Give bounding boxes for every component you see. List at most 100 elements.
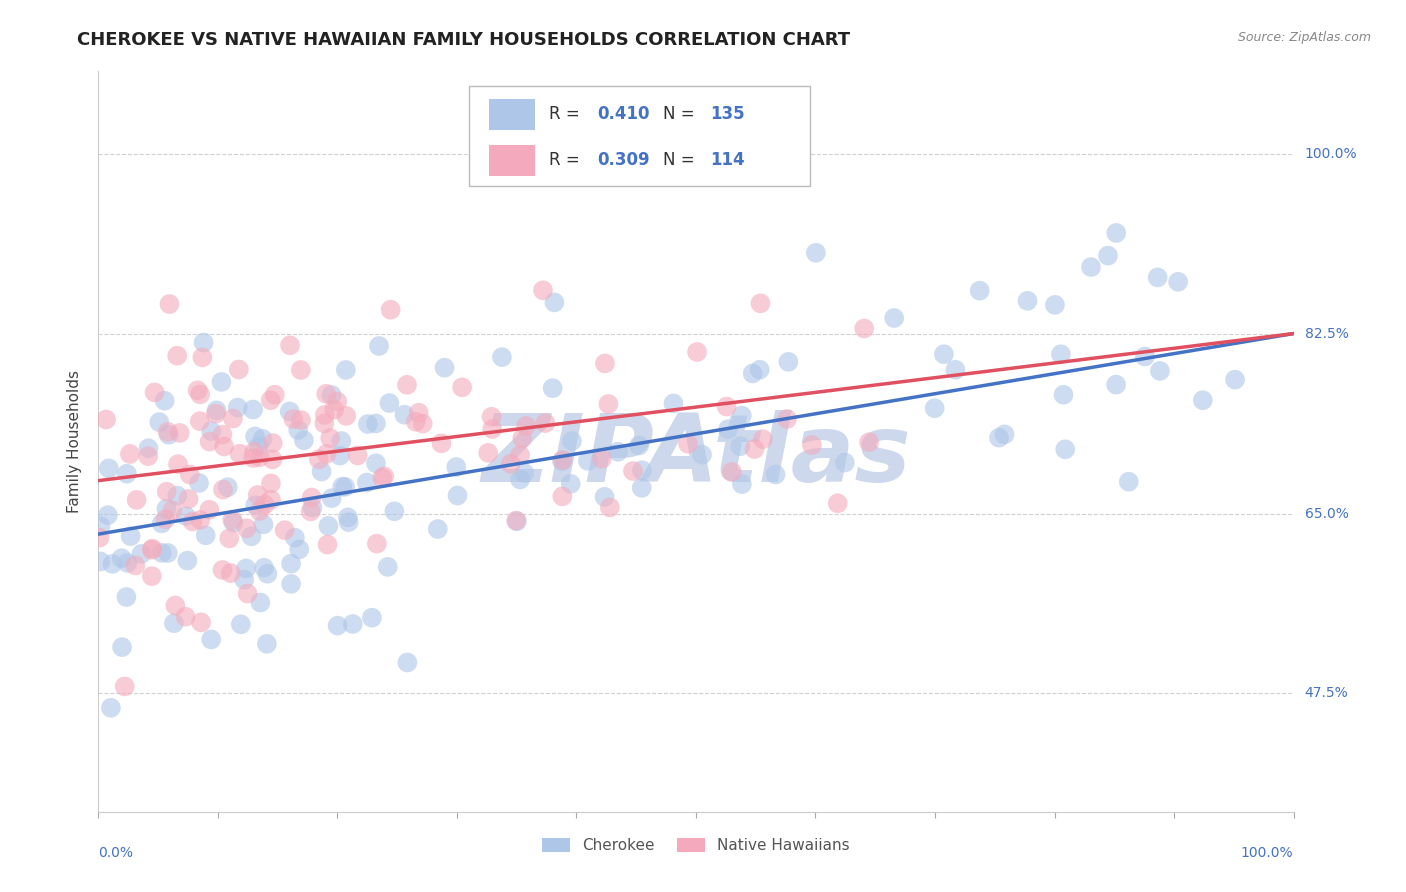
Point <box>177 491 200 506</box>
Point <box>395 377 418 392</box>
Text: 0.410: 0.410 <box>596 105 650 123</box>
Text: N =: N = <box>662 152 699 169</box>
Point <box>318 519 340 533</box>
Point <box>94 412 117 426</box>
Point <box>243 429 266 443</box>
Point <box>531 283 554 297</box>
Point <box>169 425 191 440</box>
Point <box>315 447 337 461</box>
Point <box>114 680 136 694</box>
Point <box>159 297 181 311</box>
Point <box>256 637 278 651</box>
Point <box>377 560 399 574</box>
Point <box>141 542 163 557</box>
Point <box>233 573 256 587</box>
Point <box>273 523 295 537</box>
Point <box>499 457 522 471</box>
Point <box>125 492 148 507</box>
Point <box>329 449 352 463</box>
Point <box>240 529 263 543</box>
Point <box>748 362 770 376</box>
Point <box>176 553 198 567</box>
Point <box>716 400 738 414</box>
Point <box>988 431 1011 445</box>
Point <box>321 491 343 505</box>
Point <box>288 542 311 557</box>
Legend: Cherokee, Native Hawaiians: Cherokee, Native Hawaiians <box>536 832 856 860</box>
Text: 0.0%: 0.0% <box>98 847 134 861</box>
Point <box>776 412 799 426</box>
Point <box>280 577 302 591</box>
Point <box>749 296 772 310</box>
Point <box>662 396 685 410</box>
Point <box>321 388 343 402</box>
Point <box>969 284 991 298</box>
Point <box>198 434 221 449</box>
Point <box>117 556 139 570</box>
Point <box>384 504 406 518</box>
Point <box>744 442 766 456</box>
Point <box>219 566 242 581</box>
Point <box>333 480 356 494</box>
Point <box>509 448 531 462</box>
Point <box>212 483 235 497</box>
Point <box>408 406 430 420</box>
Point <box>174 508 197 523</box>
Point <box>1043 298 1066 312</box>
Point <box>193 335 215 350</box>
Point <box>924 401 946 416</box>
Point <box>194 528 217 542</box>
Point <box>111 640 134 654</box>
Point <box>1050 347 1073 361</box>
Point <box>336 510 359 524</box>
Point <box>249 450 271 465</box>
Point <box>1223 373 1246 387</box>
Point <box>181 515 204 529</box>
Point <box>1191 393 1213 408</box>
FancyBboxPatch shape <box>489 99 534 130</box>
Point <box>342 617 364 632</box>
Point <box>717 422 740 436</box>
Text: 100.0%: 100.0% <box>1305 146 1357 161</box>
Point <box>174 609 197 624</box>
Point <box>190 615 212 630</box>
Point <box>315 386 337 401</box>
Point <box>228 447 250 461</box>
Point <box>593 356 616 370</box>
Point <box>150 546 173 560</box>
Point <box>97 508 120 523</box>
Point <box>212 439 235 453</box>
Point <box>188 513 211 527</box>
Point <box>491 350 513 364</box>
Text: 100.0%: 100.0% <box>1241 847 1294 861</box>
Point <box>278 338 301 352</box>
Point <box>209 375 232 389</box>
Point <box>405 415 427 429</box>
Point <box>155 512 177 526</box>
Point <box>731 477 754 491</box>
Point <box>932 347 955 361</box>
Point <box>188 414 211 428</box>
Point <box>853 321 876 335</box>
Point <box>1167 275 1189 289</box>
Point <box>326 618 349 632</box>
Point <box>551 489 574 503</box>
Point <box>576 454 599 468</box>
Point <box>481 422 503 436</box>
Point <box>187 384 209 398</box>
Point <box>541 381 564 395</box>
Point <box>721 465 744 479</box>
Point <box>115 590 138 604</box>
Point <box>118 447 141 461</box>
Point <box>834 456 856 470</box>
Text: 65.0%: 65.0% <box>1305 507 1348 521</box>
Point <box>858 435 880 450</box>
Point <box>156 484 179 499</box>
Point <box>110 551 132 566</box>
Point <box>246 488 269 502</box>
Point <box>301 491 323 505</box>
Point <box>364 417 387 431</box>
Point <box>326 394 349 409</box>
Point <box>827 496 849 510</box>
Point <box>357 417 380 431</box>
